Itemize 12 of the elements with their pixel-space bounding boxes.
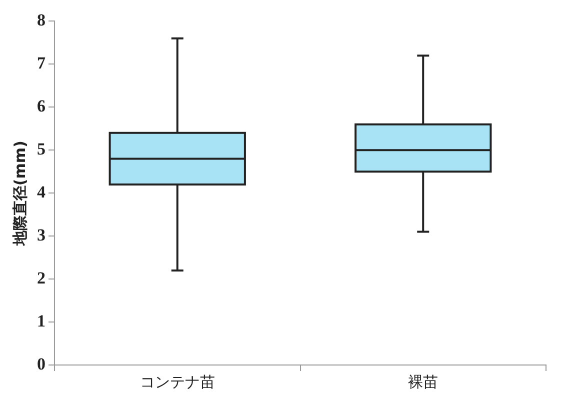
x-tick-label: 裸苗 (408, 372, 438, 391)
y-tick-label: 8 (37, 10, 46, 30)
y-tick-label: 7 (37, 54, 46, 73)
y-tick-label: 3 (37, 225, 46, 244)
y-tick-label: 2 (37, 268, 46, 288)
x-tick-label: コンテナ苗 (140, 372, 215, 391)
y-axis-title: 地際直径(mm) (10, 140, 29, 247)
y-tick-label: 5 (37, 140, 46, 159)
y-tick-label: 4 (37, 182, 46, 202)
y-tick-label: 0 (37, 354, 46, 374)
y-tick-label: 1 (37, 311, 46, 330)
y-tick-label: 6 (37, 96, 46, 116)
